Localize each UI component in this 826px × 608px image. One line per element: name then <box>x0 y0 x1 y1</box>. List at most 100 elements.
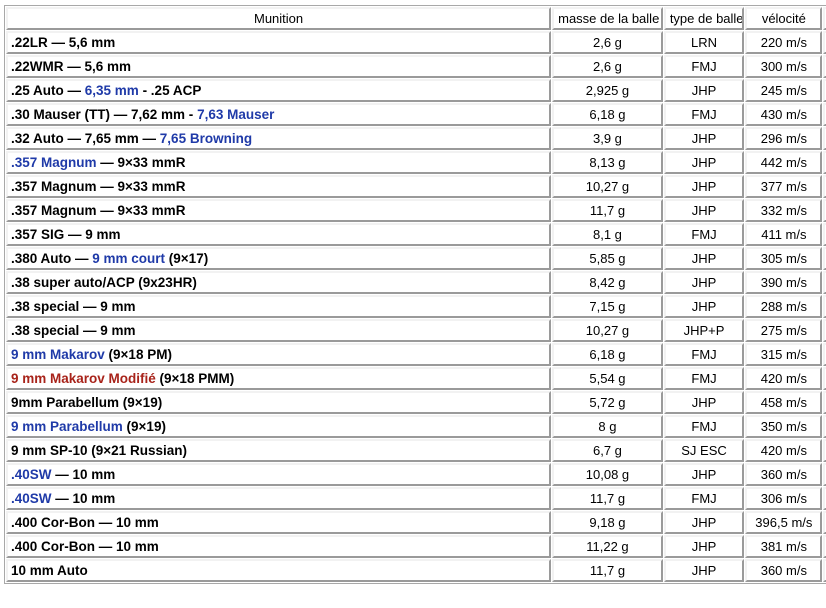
munition-text: 9 mm SP-10 (9×21 Russian) <box>11 443 187 458</box>
cell-masse: 5,72 g <box>552 391 663 414</box>
cell-velocite: 396,5 m/s <box>745 511 823 534</box>
cell-masse: 5,54 g <box>552 367 663 390</box>
cell-masse: 11,7 g <box>552 199 663 222</box>
cell-velocite: 288 m/s <box>745 295 823 318</box>
munition-text: .380 Auto — <box>11 251 93 266</box>
cell-type: JHP <box>663 535 745 558</box>
cell-masse: 5,85 g <box>552 247 663 270</box>
cell-energie: 510 J <box>823 103 826 126</box>
table-header: Munition masse de la balle type de balle… <box>6 7 826 30</box>
cell-energie: 306 J <box>823 343 826 366</box>
cell-munition: .32 Auto — 7,65 mm — 7,65 Browning <box>6 127 552 150</box>
cell-type: FMJ <box>663 367 745 390</box>
cell-energie: 590 J <box>823 439 826 462</box>
cell-masse: 10,27 g <box>552 319 663 342</box>
table-row: 9 mm SP-10 (9×21 Russian) 6,7 g SJ ESC 420 … <box>6 439 826 462</box>
ammunition-table: Munition masse de la balle type de balle… <box>4 5 826 584</box>
cell-type: JHP <box>663 559 745 582</box>
cell-velocite: 458 m/s <box>745 391 823 414</box>
munition-link[interactable]: .40SW <box>11 491 52 506</box>
cell-masse: 2,925 g <box>552 79 663 102</box>
cell-velocite: 411 m/s <box>745 223 823 246</box>
munition-link[interactable]: 7,65 Browning <box>159 131 253 146</box>
cell-type: JHP <box>663 127 745 150</box>
column-header-velocite: vélocité <box>745 7 823 30</box>
munition-text: .357 SIG — 9 mm <box>11 227 121 242</box>
munition-text: .357 Magnum — 9×33 mmR <box>11 179 186 194</box>
table-row: .25 Auto — 6,35 mm - .25 ACP 2,925 g JHP 24… <box>6 79 826 102</box>
table-row: .380 Auto — 9 mm court (9×17) 5,85 g JHP 30… <box>6 247 826 270</box>
munition-link[interactable]: .357 Magnum <box>11 155 97 170</box>
table-header-row: Munition masse de la balle type de balle… <box>6 7 826 30</box>
munition-text: .38 special — 9 mm <box>11 299 136 314</box>
munition-link[interactable]: 7,63 Mauser <box>197 107 275 122</box>
cell-munition: .357 SIG — 9 mm <box>6 223 552 246</box>
cell-type: JHP <box>663 391 745 414</box>
munition-text: .400 Cor-Bon — 10 mm <box>11 515 159 530</box>
cell-munition: .30 Mauser (TT) — 7,62 mm - 7,63 Mauser <box>6 103 552 126</box>
column-header-energie: énergie <box>823 7 826 30</box>
munition-text: .32 Auto — 7,65 mm — <box>11 131 160 146</box>
cell-energie: 690 J <box>823 271 826 294</box>
cell-munition: .38 special — 9 mm <box>6 319 552 342</box>
munition-link[interactable]: 9 mm Makarov <box>11 347 105 362</box>
cell-type: JHP <box>663 175 745 198</box>
cell-munition: .380 Auto — 9 mm court (9×17) <box>6 247 552 270</box>
cell-type: SJ ESC <box>663 439 745 462</box>
cell-type: JHP <box>663 247 745 270</box>
cell-energie: 598 J <box>823 391 826 414</box>
cell-munition: 9 mm Parabellum (9×19) <box>6 415 552 438</box>
munition-link[interactable]: 9 mm court <box>92 251 166 266</box>
cell-velocite: 430 m/s <box>745 103 823 126</box>
column-header-masse: masse de la balle <box>552 7 663 30</box>
cell-masse: 8 g <box>552 415 663 438</box>
cell-masse: 9,18 g <box>552 511 663 534</box>
cell-velocite: 381 m/s <box>745 535 823 558</box>
cell-masse: 11,22 g <box>552 535 663 558</box>
cell-masse: 7,15 g <box>552 295 663 318</box>
munition-text: 9mm Parabellum (9×19) <box>11 395 163 410</box>
cell-velocite: 390 m/s <box>745 271 823 294</box>
cell-type: LRN <box>663 31 745 54</box>
cell-type: FMJ <box>663 343 745 366</box>
munition-link[interactable]: 9 mm Parabellum <box>11 419 123 434</box>
munition-text: — 10 mm <box>51 467 116 482</box>
cell-type: FMJ <box>663 487 745 510</box>
cell-masse: 8,13 g <box>552 151 663 174</box>
cell-velocite: 377 m/s <box>745 175 823 198</box>
cell-munition: 9 mm Makarov Modifié (9×18 PMM) <box>6 367 552 390</box>
cell-energie: 651 J <box>823 463 826 486</box>
cell-munition: .38 super auto/ACP (9x23HR) <box>6 271 552 294</box>
cell-munition: .357 Magnum — 9×33 mmR <box>6 199 552 222</box>
cell-masse: 11,7 g <box>552 487 663 510</box>
cell-velocite: 360 m/s <box>745 559 823 582</box>
cell-energie: 756 J <box>823 559 826 582</box>
cell-energie: 68 J <box>823 31 826 54</box>
cell-energie: 793 J <box>823 151 826 174</box>
munition-text: .22LR — 5,6 mm <box>11 35 116 50</box>
munition-text: .357 Magnum — 9×33 mmR <box>11 203 186 218</box>
munition-link[interactable]: 6,35 mm <box>84 83 139 98</box>
cell-energie: 490 J <box>823 415 826 438</box>
munition-text: .38 super auto/ACP (9x23HR) <box>11 275 197 290</box>
munition-link[interactable]: .40SW <box>11 467 52 482</box>
cell-masse: 2,6 g <box>552 55 663 78</box>
munition-text: — 9×33 mmR <box>96 155 186 170</box>
munition-link-new[interactable]: 9 mm Makarov Modifié <box>11 371 156 386</box>
cell-velocite: 306 m/s <box>745 487 823 510</box>
column-header-type: type de balle <box>663 7 745 30</box>
cell-energie: 728 J <box>823 175 826 198</box>
